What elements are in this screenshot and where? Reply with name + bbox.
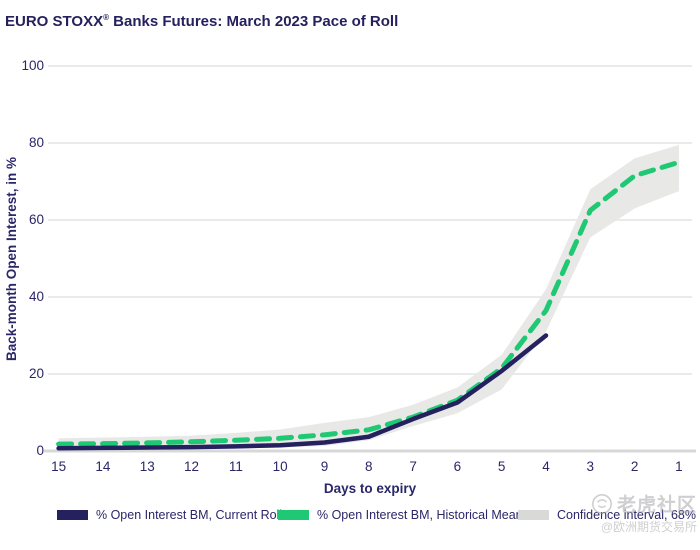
y-axis-title: Back-month Open Interest, in % — [4, 156, 19, 362]
x-tick-label: 3 — [586, 459, 595, 474]
historical-mean-swatch-icon — [278, 510, 309, 520]
y-tick-label: 80 — [28, 135, 44, 150]
x-tick-label: 11 — [228, 459, 243, 474]
x-tick-label: 10 — [272, 459, 288, 474]
x-tick-label: 7 — [409, 459, 417, 474]
x-tick-label: 2 — [630, 459, 639, 474]
legend-item-historical-mean: % Open Interest BM, Historical Mean — [278, 508, 523, 522]
x-tick-label: 5 — [497, 459, 506, 474]
y-tick-label: 60 — [28, 212, 44, 227]
x-tick-label: 14 — [95, 459, 111, 474]
registered-trademark-mark: ® — [103, 13, 109, 22]
legend-item-confidence-interval: Confidence interval, 68% — [518, 508, 696, 522]
y-tick-label: 20 — [28, 366, 44, 381]
chart-title-suffix: Banks Futures: March 2023 Pace of Roll — [109, 13, 399, 30]
x-axis-title: Days to expiry — [323, 481, 417, 496]
gridlines — [44, 65, 696, 453]
legend-label-confidence-interval: Confidence interval, 68% — [557, 508, 696, 522]
y-tick-label: 100 — [21, 58, 44, 73]
x-tick-label: 13 — [139, 459, 155, 474]
y-tick-label: 40 — [28, 289, 44, 304]
x-tick-label: 1 — [675, 459, 683, 474]
legend-item-current-roll: % Open Interest BM, Current Roll — [57, 508, 282, 522]
current-roll-swatch-icon — [57, 510, 88, 520]
x-tick-label: 15 — [51, 459, 67, 474]
x-tick-label: 9 — [320, 459, 329, 474]
y-tick-label: 0 — [36, 443, 44, 458]
historical-mean-line — [56, 159, 682, 447]
chart-title-prefix: EURO STOXX — [5, 13, 104, 30]
x-tick-label: 12 — [184, 459, 200, 474]
confidence-interval-swatch-icon — [518, 510, 549, 520]
chart-title: EURO STOXX® Banks Futures: March 2023 Pa… — [5, 13, 398, 30]
legend-label-current-roll: % Open Interest BM, Current Roll — [96, 508, 283, 522]
legend-label-historical-mean: % Open Interest BM, Historical Mean — [317, 508, 523, 522]
current-roll-line — [56, 333, 549, 451]
confidence-interval-band — [58, 144, 679, 450]
x-tick-label: 6 — [453, 459, 462, 474]
x-tick-label: 4 — [542, 459, 550, 474]
x-tick-label: 8 — [365, 459, 373, 474]
chart-legend: % Open Interest BM, Current Roll % Open … — [0, 508, 700, 532]
